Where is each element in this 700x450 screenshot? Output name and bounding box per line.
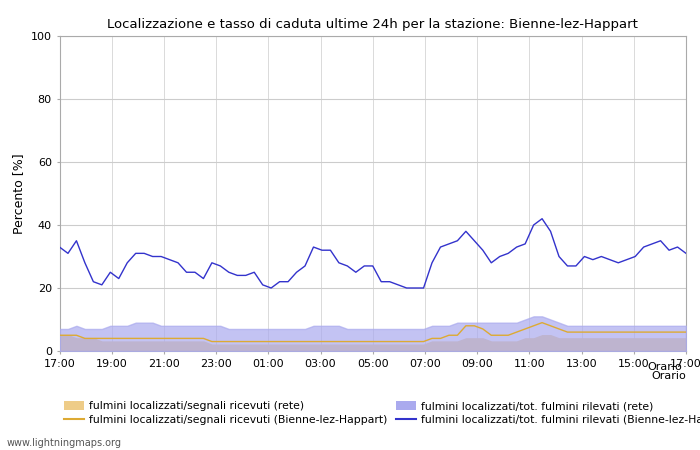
Text: Orario: Orario <box>651 371 686 381</box>
Y-axis label: Percento [%]: Percento [%] <box>13 153 25 234</box>
Text: www.lightningmaps.org: www.lightningmaps.org <box>7 438 122 448</box>
Legend: fulmini localizzati/segnali ricevuti (rete), fulmini localizzati/segnali ricevut: fulmini localizzati/segnali ricevuti (re… <box>64 400 700 425</box>
Text: Orario: Orario <box>648 362 682 372</box>
Title: Localizzazione e tasso di caduta ultime 24h per la stazione: Bienne-lez-Happart: Localizzazione e tasso di caduta ultime … <box>107 18 638 31</box>
